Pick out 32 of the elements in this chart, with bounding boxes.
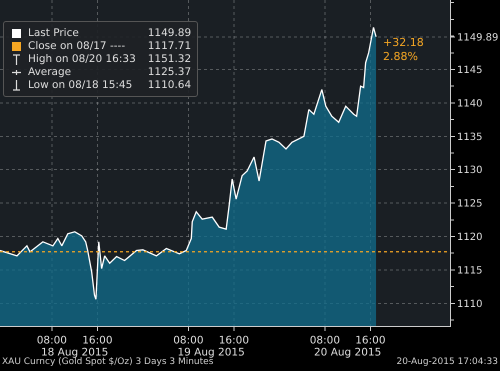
y-tick-label: 1110: [457, 298, 482, 310]
x2-tick-label: 18 Aug 2015: [40, 346, 108, 358]
x-tick-label: 16:00: [355, 334, 386, 347]
y-tick-label: 1130: [457, 165, 482, 176]
annotation: Low on 08/18 15:45: [28, 79, 134, 91]
x-tick-label: 16:00: [82, 334, 112, 347]
annotation: Last Price: [28, 27, 80, 39]
annotation: 1110.64: [146, 79, 192, 91]
y-tick-label: 1120: [457, 232, 482, 243]
x-tick-label: 16:00: [218, 334, 249, 347]
annotation: Average: [28, 66, 72, 78]
annotation: 2.88%: [383, 50, 419, 64]
y-tick-label: 1125: [457, 198, 482, 210]
y-tick-label: 1140: [457, 98, 482, 110]
annotation: Close on 08/17 ----: [28, 40, 126, 52]
x-tick-label: 08:00: [36, 334, 67, 347]
text: 20-Aug-2015 17:04:33: [396, 357, 498, 367]
annotation: 1151.32: [146, 53, 192, 65]
y-tick-label: 1149.89: [457, 32, 498, 44]
annotation: 1149.89: [146, 27, 192, 39]
y-tick-label: 1145: [457, 64, 482, 76]
x-tick-label: 08:00: [173, 334, 204, 347]
x-tick-label: 08:00: [310, 334, 340, 347]
annotation: High on 08/20 16:33: [28, 53, 136, 65]
annotation: 1117.71: [146, 40, 192, 52]
annotation: +32.18: [383, 36, 424, 50]
text: XAU Curncy (Gold Spot $/Oz) 3 Days 3 Minutes: [2, 357, 214, 367]
y-tick-label: 1115: [457, 265, 482, 276]
x2-tick-label: 19 Aug 2015: [177, 346, 245, 358]
x2-tick-label: 20 Aug 2015: [314, 346, 382, 358]
y-tick-label: 1135: [457, 132, 482, 143]
annotation: 1125.37: [146, 66, 192, 78]
